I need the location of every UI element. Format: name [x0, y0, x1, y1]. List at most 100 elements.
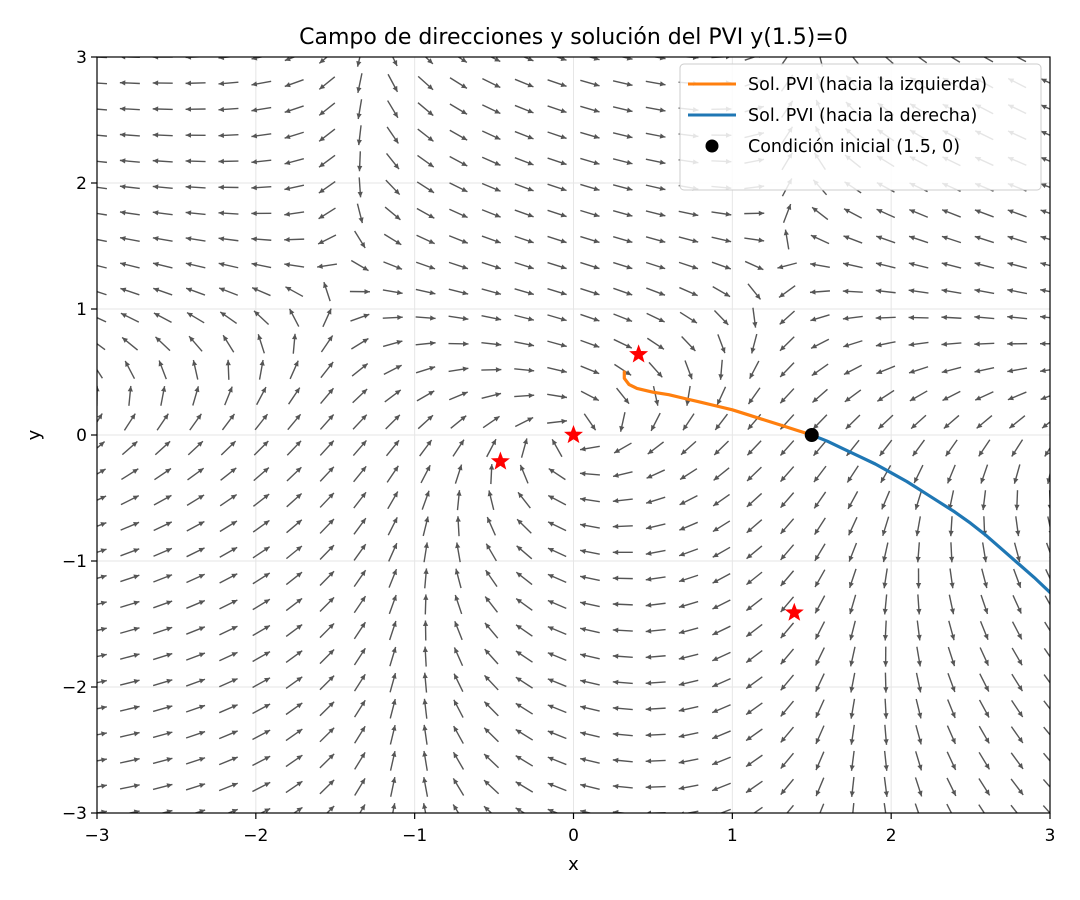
field-arrow — [388, 542, 398, 562]
field-arrow — [915, 724, 923, 745]
field-arrow — [883, 646, 889, 667]
field-arrow — [547, 235, 567, 244]
field-arrow — [1007, 314, 1028, 320]
field-arrow — [1044, 446, 1050, 457]
equilibrium-star — [629, 344, 649, 363]
field-arrow — [453, 647, 464, 667]
field-arrow — [252, 703, 271, 715]
field-arrow — [580, 105, 600, 113]
field-arrow — [489, 57, 501, 63]
field-arrow — [186, 547, 205, 558]
field-arrow — [97, 626, 107, 632]
field-arrow — [1043, 752, 1050, 762]
field-arrow — [481, 182, 501, 192]
field-arrow — [386, 126, 399, 144]
field-arrow — [251, 106, 272, 113]
field-arrow — [580, 261, 600, 270]
field-arrow — [678, 261, 699, 270]
field-arrow — [746, 466, 762, 482]
field-arrow — [814, 621, 826, 640]
field-arrow — [285, 623, 303, 638]
field-arrow — [978, 725, 990, 744]
field-arrow — [1044, 621, 1050, 632]
field-arrow — [423, 594, 429, 615]
y-tick-label: −1 — [62, 552, 87, 572]
field-arrow — [852, 802, 855, 813]
solution-curve-right — [810, 433, 1050, 595]
field-arrow — [613, 287, 633, 296]
field-arrow — [286, 440, 302, 456]
field-arrow — [483, 701, 499, 717]
field-arrow — [423, 542, 429, 563]
field-arrow — [745, 623, 763, 638]
field-arrow — [187, 440, 204, 456]
field-arrow — [645, 576, 666, 582]
field-arrow — [384, 389, 402, 403]
field-arrow — [455, 516, 461, 537]
field-arrow — [514, 416, 534, 428]
field-arrow — [320, 335, 334, 353]
field-arrow — [483, 674, 499, 691]
field-arrow — [748, 360, 760, 380]
field-arrow — [780, 726, 795, 743]
field-arrow — [812, 414, 828, 430]
field-arrow — [848, 568, 857, 589]
equilibrium-star — [564, 425, 583, 444]
field-arrow — [354, 751, 366, 770]
field-arrow — [124, 360, 136, 380]
field-arrow — [417, 75, 434, 91]
field-arrow — [159, 809, 173, 813]
field-arrow — [221, 413, 236, 431]
field-arrow — [97, 600, 107, 606]
field-arrow — [186, 573, 205, 584]
field-arrow — [519, 464, 529, 484]
field-arrow — [883, 803, 887, 813]
field-arrow — [978, 804, 986, 813]
field-arrow — [679, 311, 698, 324]
field-arrow — [448, 366, 469, 373]
field-arrow — [449, 155, 468, 167]
field-arrow — [881, 490, 891, 510]
y-tick-label: 2 — [76, 174, 87, 194]
field-arrow — [353, 621, 367, 640]
field-arrow — [678, 758, 699, 765]
field-arrow — [481, 367, 502, 373]
field-arrow — [580, 600, 600, 608]
field-arrow — [1043, 647, 1050, 658]
field-arrow — [97, 468, 106, 475]
field-arrow — [779, 440, 795, 456]
field-arrow — [974, 261, 995, 269]
field-arrow — [580, 626, 600, 634]
field-arrow — [319, 414, 335, 430]
field-arrow — [119, 731, 140, 738]
field-arrow — [684, 360, 693, 380]
field-arrow — [219, 493, 238, 507]
field-arrow — [252, 781, 271, 793]
field-arrow — [185, 236, 206, 242]
y-tick-label: −2 — [62, 678, 87, 698]
field-arrow — [120, 574, 140, 583]
field-arrow — [382, 339, 403, 348]
field-arrow — [186, 311, 205, 324]
field-arrow — [354, 230, 366, 249]
field-arrow — [979, 620, 989, 641]
field-arrow — [218, 132, 239, 139]
field-arrow — [547, 573, 567, 584]
field-arrow — [849, 646, 856, 667]
field-arrow — [974, 341, 995, 347]
field-arrow — [612, 809, 630, 813]
field-arrow — [679, 521, 698, 531]
field-arrow — [323, 281, 331, 302]
field-arrow — [152, 106, 173, 112]
field-arrow — [218, 210, 239, 216]
field-arrow — [119, 106, 140, 112]
field-arrow — [612, 158, 633, 165]
field-arrow — [1040, 209, 1050, 215]
field-arrow — [351, 337, 369, 350]
field-arrow — [185, 652, 206, 661]
field-arrow — [97, 653, 107, 659]
field-arrow — [127, 385, 133, 406]
field-arrow — [551, 438, 563, 458]
field-arrow — [875, 261, 896, 269]
field-arrow — [218, 287, 239, 296]
